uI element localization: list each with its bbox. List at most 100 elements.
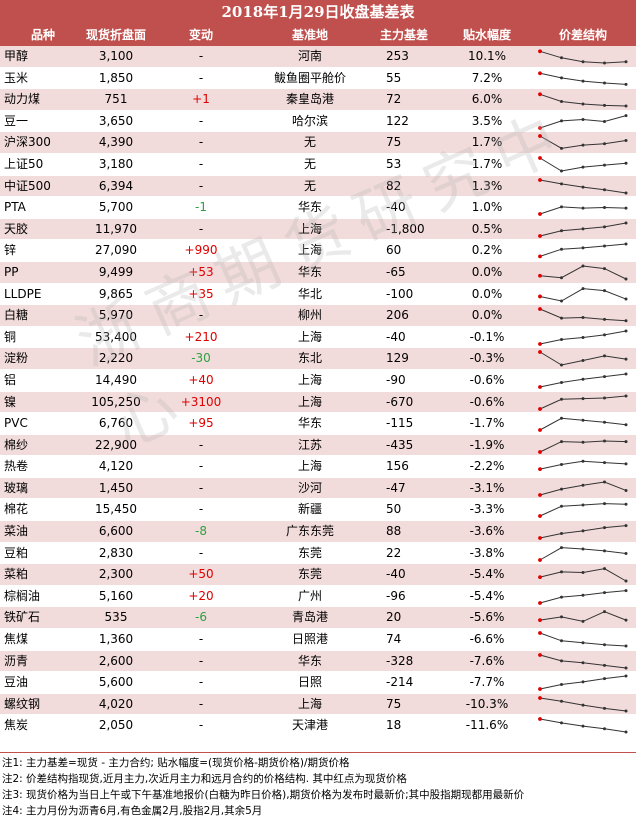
row-discount-pct: -5.4% — [469, 588, 505, 603]
row-spot-price: 4,390 — [98, 135, 134, 150]
futures-price-point — [603, 567, 606, 571]
spread-sparkline — [538, 70, 628, 86]
row-discount-pct: -10.3% — [465, 696, 509, 711]
row-main-basis: 50 — [386, 502, 402, 517]
spread-sparkline — [538, 221, 628, 238]
row-discount-pct: -0.6% — [469, 394, 505, 409]
table-row: 沪深300 4,390 - 无 75 1.7% — [0, 132, 636, 154]
sparkline-path — [539, 114, 627, 129]
row-variety: 动力煤 — [4, 92, 41, 107]
row-main-basis: -670 — [386, 394, 414, 409]
futures-price-point — [603, 225, 606, 229]
table-row: 螺纹钢 4,020 - 上海 75 -10.3% — [0, 693, 636, 716]
spread-sparkline — [538, 610, 628, 624]
spread-sparkline — [538, 545, 628, 562]
row-spot-price: 4,020 — [98, 696, 134, 711]
futures-price-point — [624, 104, 628, 108]
header-main-basis: 主力基差 — [379, 28, 428, 42]
row-discount-pct: -11.6% — [465, 718, 509, 733]
header-variety: 品种 — [30, 28, 55, 42]
row-main-basis: 20 — [386, 610, 402, 625]
row-spot-price: 2,050 — [98, 718, 134, 733]
futures-price-point — [603, 104, 606, 108]
row-main-basis: 74 — [386, 632, 402, 647]
spread-sparkline — [538, 329, 628, 346]
futures-price-point — [603, 333, 606, 337]
futures-price-point — [624, 277, 628, 281]
futures-price-point — [603, 354, 606, 358]
row-discount-pct: -3.1% — [469, 480, 505, 495]
row-main-basis: 129 — [386, 351, 409, 366]
spread-sparkline — [538, 286, 628, 303]
futures-price-point — [560, 316, 563, 320]
spread-sparkline — [538, 460, 628, 472]
row-main-basis: 75 — [386, 135, 402, 150]
futures-price-point — [581, 620, 585, 624]
row-variety: 上证50 — [4, 156, 44, 171]
futures-price-point — [603, 663, 606, 667]
row-spot-price: 1,360 — [98, 632, 134, 647]
row-base-location: 上海 — [297, 221, 322, 236]
row-base-location: 华东 — [297, 200, 322, 215]
row-change: +95 — [188, 416, 214, 431]
futures-price-point — [560, 276, 563, 280]
row-discount-pct: 10.1% — [467, 49, 507, 63]
row-variety: PVC — [4, 416, 28, 431]
header-spot-price: 现货折盘面 — [86, 28, 147, 42]
spot-price-point — [538, 492, 542, 497]
row-change: - — [198, 632, 204, 647]
row-main-basis: -328 — [386, 653, 414, 668]
futures-price-point — [581, 264, 585, 268]
spot-price-point — [538, 652, 542, 657]
row-discount-pct: -7.7% — [469, 675, 505, 690]
futures-price-point — [581, 460, 585, 464]
futures-price-point — [560, 683, 563, 687]
row-variety: 焦煤 — [4, 632, 29, 647]
row-main-basis: -100 — [386, 286, 414, 301]
spread-sparkline — [538, 439, 628, 454]
sparkline-path — [539, 243, 627, 258]
spot-price-point — [538, 125, 542, 130]
futures-price-point — [603, 81, 606, 85]
row-main-basis: 206 — [386, 308, 409, 323]
spot-price-point — [538, 717, 542, 722]
row-variety: LLDPE — [4, 286, 42, 301]
spread-sparkline — [538, 695, 628, 713]
row-discount-pct: 0.5% — [471, 221, 503, 236]
row-spot-price: 11,970 — [95, 221, 137, 236]
row-spot-price: 3,180 — [98, 156, 134, 171]
futures-price-point — [560, 169, 563, 173]
row-change: +53 — [188, 264, 214, 279]
row-main-basis: 156 — [386, 459, 409, 474]
row-spot-price: 53,400 — [95, 329, 137, 344]
row-discount-pct: -5.6% — [469, 610, 505, 625]
row-spot-price: 27,090 — [95, 243, 137, 258]
spread-sparkline — [538, 92, 628, 108]
header-change: 变动 — [188, 28, 213, 42]
spread-sparkline — [538, 674, 628, 692]
futures-price-point — [560, 181, 563, 185]
row-discount-pct: -5.4% — [469, 567, 505, 582]
futures-price-point — [624, 113, 628, 117]
row-variety: PP — [4, 264, 19, 279]
row-discount-pct: -0.6% — [469, 372, 505, 387]
table-row: 镍 105,250 +3100 上海 -670 -0.6% — [0, 391, 636, 414]
row-main-basis: -214 — [386, 675, 414, 690]
spread-sparkline — [538, 502, 628, 519]
spot-price-point — [538, 156, 542, 160]
futures-price-point — [581, 547, 585, 551]
row-spot-price: 3,100 — [98, 49, 134, 63]
row-spot-price: 2,220 — [98, 351, 134, 366]
futures-price-point — [560, 615, 563, 619]
row-change: - — [198, 308, 204, 323]
futures-price-point — [603, 549, 606, 553]
spread-sparkline — [538, 480, 628, 497]
row-change: -30 — [191, 351, 211, 366]
futures-price-point — [560, 639, 563, 643]
row-spot-price: 22,900 — [95, 437, 137, 452]
row-main-basis: 253 — [386, 49, 409, 63]
futures-price-point — [603, 187, 606, 191]
futures-price-point — [624, 439, 628, 443]
futures-price-point — [560, 505, 563, 509]
row-change: +990 — [184, 243, 218, 258]
